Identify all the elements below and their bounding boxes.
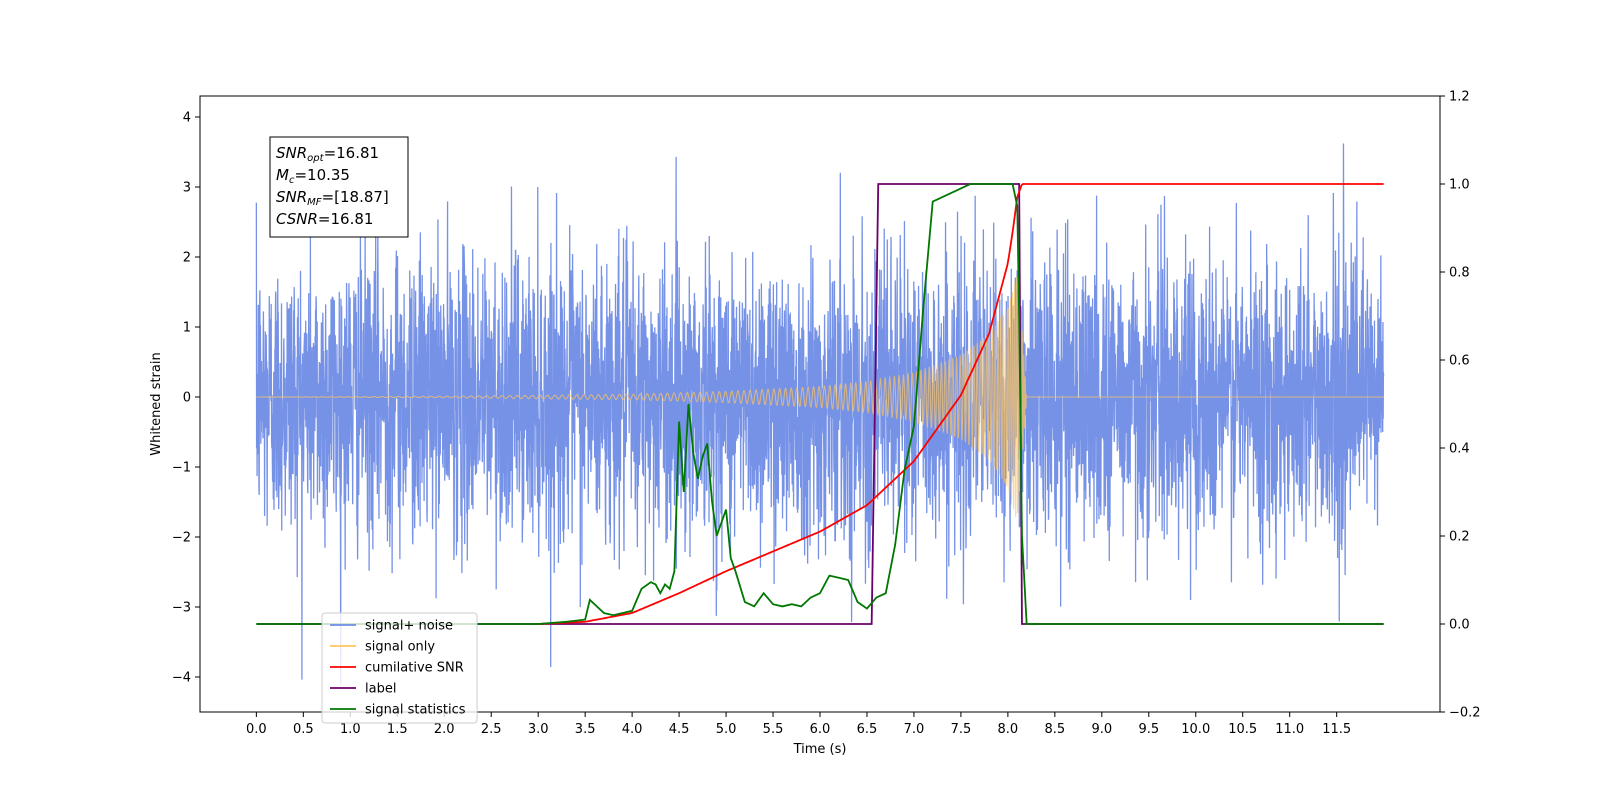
x-tick-label: 3.5 — [575, 722, 596, 737]
x-tick-label: 6.5 — [857, 722, 878, 737]
legend-label: label — [365, 682, 396, 697]
info-line-subscript: opt — [307, 153, 324, 164]
x-tick-label: 7.0 — [904, 722, 925, 737]
x-tick-label: 11.0 — [1275, 722, 1304, 737]
x-tick-label: 8.5 — [1045, 722, 1066, 737]
x-tick-label: 1.0 — [340, 722, 361, 737]
y-axis-left: −4 −3 −2 −1 0 1 2 3 4 — [172, 111, 200, 686]
x-tick-label: 10.0 — [1181, 722, 1210, 737]
x-tick-label: 1.5 — [387, 722, 408, 737]
info-line-value: =16.81 — [318, 210, 374, 228]
x-tick-label: 4.0 — [622, 722, 643, 737]
series-cumulative-snr-line — [538, 183, 1384, 625]
y-tick-label: −1 — [172, 461, 191, 476]
x-tick-label: 11.5 — [1322, 722, 1351, 737]
x-tick-label: 2.0 — [434, 722, 455, 737]
x-tick-label: 0.5 — [293, 722, 314, 737]
y-tick-label: −3 — [172, 601, 191, 616]
x-tick-label: 10.5 — [1228, 722, 1257, 737]
x-tick-label: 9.5 — [1138, 722, 1159, 737]
series-signal-noise-line — [255, 143, 1385, 685]
x-tick-label: 2.5 — [481, 722, 502, 737]
info-line: SNRopt=16.81 — [276, 144, 379, 164]
y2-tick-label: 0.6 — [1449, 354, 1470, 369]
y2-tick-label: 1.0 — [1449, 178, 1470, 193]
x-axis: 0.0 0.5 1.0 1.5 2.0 2.5 3.0 3.5 4.0 4.5 5.0 5.5 6.0 6… — [246, 712, 1351, 737]
x-tick-label: 4.5 — [669, 722, 690, 737]
info-line-base: CSNR — [276, 210, 318, 228]
y2-tick-label: −0.2 — [1449, 706, 1481, 721]
y2-tick-label: 0.0 — [1449, 618, 1470, 633]
legend-label: signal+ noise — [365, 619, 453, 634]
y2-tick-label: 0.2 — [1449, 530, 1470, 545]
info-line: CSNR=16.81 — [276, 210, 373, 228]
x-tick-label: 9.0 — [1091, 722, 1112, 737]
series-signal-statistics-line — [256, 183, 1384, 625]
x-tick-label: 8.0 — [998, 722, 1019, 737]
y-tick-label: −4 — [172, 671, 191, 686]
legend-frame — [321, 612, 478, 724]
y2-tick-label: 0.8 — [1449, 266, 1470, 281]
x-axis-label: Time (s) — [793, 742, 847, 757]
legend-label: signal statistics — [365, 703, 466, 718]
y2-tick-label: 1.2 — [1449, 90, 1470, 105]
info-line-value: =10.35 — [294, 166, 350, 184]
y-tick-label: 1 — [183, 321, 191, 336]
y2-tick-label: 0.4 — [1449, 442, 1470, 457]
info-line-value: =16.81 — [324, 144, 380, 162]
info-box-frame — [269, 136, 409, 238]
y-tick-label: 3 — [183, 181, 191, 196]
series-layer — [255, 143, 1385, 685]
info-box: SNRopt=16.81Mc=10.35SNRMF=[18.87]CSNR=16… — [269, 136, 409, 238]
info-line-subscript: c — [289, 175, 295, 186]
y-tick-label: 2 — [183, 251, 191, 266]
x-tick-label: 6.0 — [810, 722, 831, 737]
info-line: Mc=10.35 — [276, 166, 350, 186]
series-signal-only-line — [256, 277, 1384, 517]
info-line-subscript: MF — [307, 197, 322, 208]
legend: signal+ noise signal only cumilative SNR la… — [321, 612, 478, 724]
x-tick-label: 3.0 — [528, 722, 549, 737]
y-tick-label: −2 — [172, 531, 191, 546]
x-tick-label: 5.0 — [716, 722, 737, 737]
y-axis-right: −0.2 0.0 0.2 0.4 0.6 0.8 1.0 1.2 — [1440, 90, 1481, 721]
info-line-base: SNR — [276, 188, 307, 206]
legend-label: signal only — [365, 640, 435, 655]
y-tick-label: 4 — [183, 111, 191, 126]
info-line-base: SNR — [276, 144, 307, 162]
x-tick-label: 7.5 — [951, 722, 972, 737]
info-line: SNRMF=[18.87] — [276, 188, 389, 208]
x-tick-label: 0.0 — [246, 722, 267, 737]
info-line-value: =[18.87] — [322, 188, 389, 206]
legend-label: cumilative SNR — [365, 661, 464, 676]
y-axis-label: Whitened strain — [149, 352, 164, 455]
x-tick-label: 5.5 — [763, 722, 784, 737]
info-line-base: M — [276, 166, 289, 184]
y-tick-label: 0 — [183, 391, 191, 406]
